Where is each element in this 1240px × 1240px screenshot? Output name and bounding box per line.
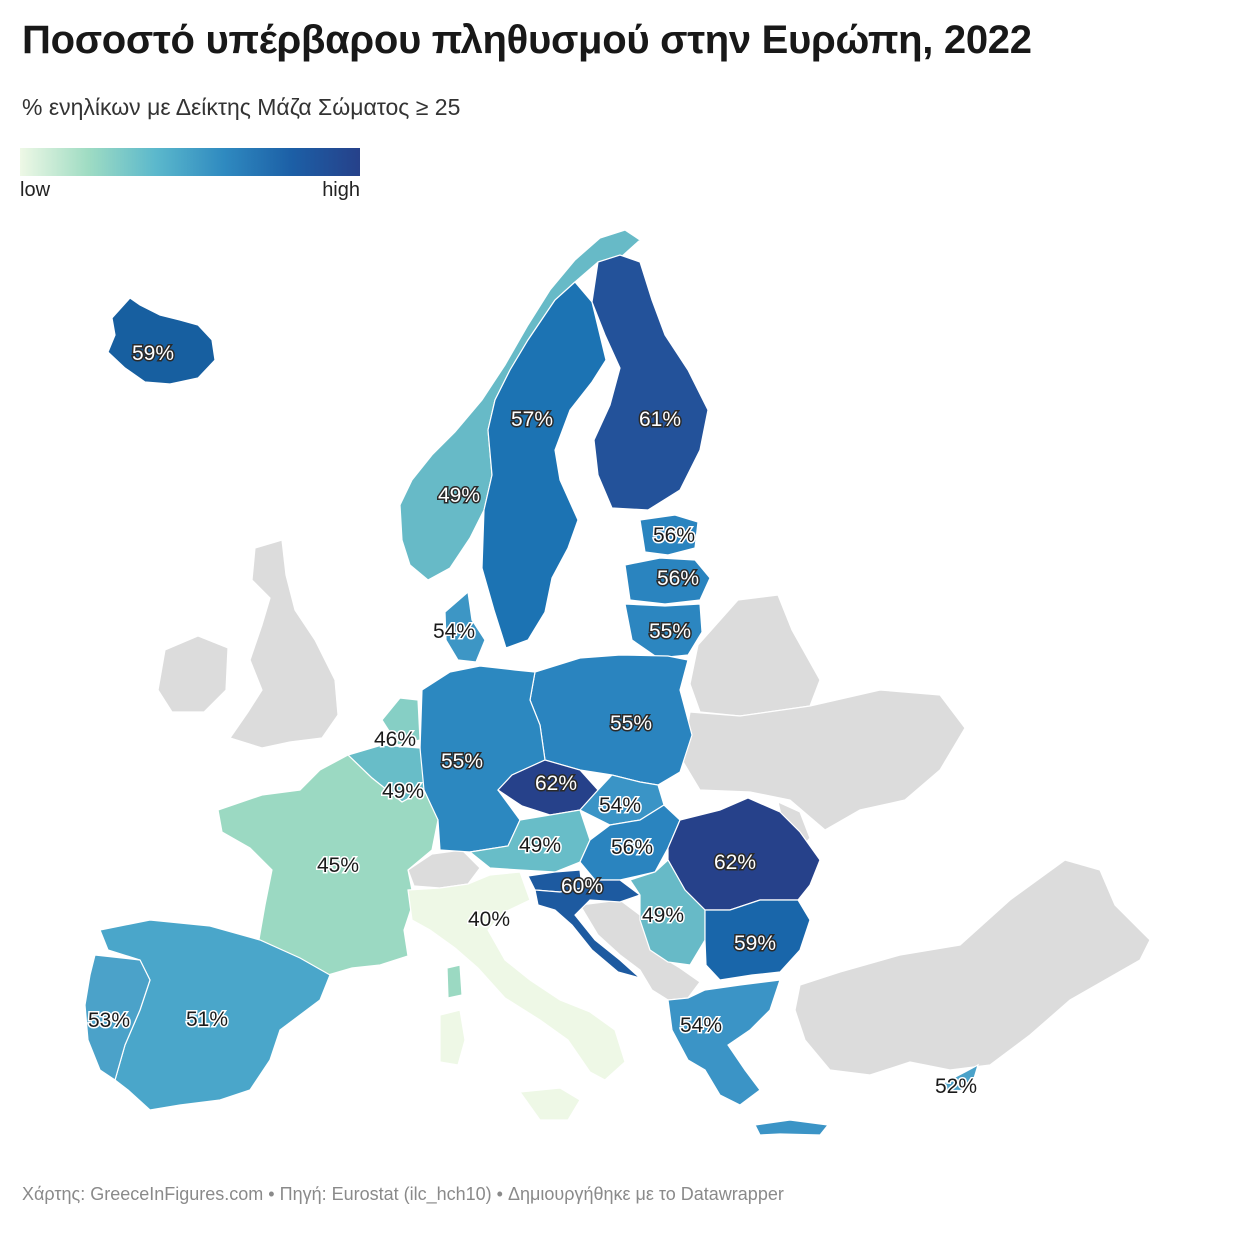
region-greece xyxy=(667,979,781,1106)
data-regions xyxy=(84,229,979,1136)
region-portugal xyxy=(84,954,151,1081)
label-latvia: 56% xyxy=(657,567,699,590)
label-lithuania: 55% xyxy=(649,620,691,643)
source-footer: Χάρτης: GreeceInFigures.com • Πηγή: Euro… xyxy=(22,1184,784,1204)
region-denmark xyxy=(444,590,486,663)
label-czechia: 62% xyxy=(535,772,577,795)
label-finland: 61% xyxy=(639,408,681,431)
label-netherlands: 46% xyxy=(374,728,416,751)
region-latvia xyxy=(624,557,711,605)
value-labels: 59% 49% 57% 61% 56% 56% 55% 54% 55% 55% … xyxy=(86,341,978,1100)
region-croatia xyxy=(534,879,642,979)
label-iceland: 59% xyxy=(132,342,174,365)
legend-low-label: low xyxy=(20,179,51,201)
region-ukraine xyxy=(681,689,966,831)
label-slovenia-croatia: 60% xyxy=(561,875,603,898)
region-uk xyxy=(229,539,339,749)
region-belarus xyxy=(689,594,821,717)
label-italy: 40% xyxy=(468,908,510,931)
region-iceland xyxy=(107,297,216,385)
label-greece: 54% xyxy=(680,1014,722,1037)
region-italy xyxy=(407,871,626,1081)
europe-map: 59% 49% 57% 61% 56% 56% 55% 54% 55% 55% … xyxy=(84,229,1151,1136)
label-estonia: 56% xyxy=(653,524,695,547)
region-norway xyxy=(399,229,641,581)
region-sicily xyxy=(518,1087,581,1121)
region-netherlands xyxy=(381,697,421,746)
map-subtitle: % ενηλίκων με Δείκτης Μάζα Σώματος ≥ 25 xyxy=(22,94,461,120)
region-estonia xyxy=(639,514,699,556)
region-finland xyxy=(591,254,709,511)
legend-high-label: high xyxy=(322,179,360,201)
label-belgium: 49% xyxy=(382,780,424,803)
region-lithuania xyxy=(624,603,703,659)
label-denmark: 54% xyxy=(433,620,475,643)
label-spain: 51% xyxy=(186,1008,228,1031)
region-crete xyxy=(754,1119,830,1136)
label-france: 45% xyxy=(317,854,359,877)
legend-gradient-bar xyxy=(20,148,360,176)
region-ireland xyxy=(157,635,229,713)
label-norway: 49% xyxy=(438,484,480,507)
label-cyprus: 52% xyxy=(935,1075,977,1098)
region-sardinia xyxy=(439,1009,466,1066)
color-legend: low high xyxy=(20,148,360,202)
map-title: Ποσοστό υπέρβαρου πληθυσμού στην Ευρώπη,… xyxy=(22,18,1032,62)
label-hungary: 56% xyxy=(611,836,653,859)
region-switzerland xyxy=(407,849,481,889)
region-corsica xyxy=(446,964,463,999)
label-sweden: 57% xyxy=(511,408,553,431)
label-bulgaria: 59% xyxy=(734,932,776,955)
region-sweden xyxy=(481,281,607,649)
label-poland: 55% xyxy=(610,712,652,735)
region-cyprus xyxy=(938,1063,979,1096)
label-romania: 62% xyxy=(714,851,756,874)
label-portugal: 53% xyxy=(88,1009,130,1032)
region-turkey xyxy=(794,859,1151,1076)
no-data-regions xyxy=(157,539,1151,1076)
label-serbia: 49% xyxy=(642,904,684,927)
region-serbia xyxy=(629,859,706,966)
label-germany: 55% xyxy=(441,750,483,773)
label-austria: 49% xyxy=(519,834,561,857)
label-slovakia: 54% xyxy=(599,794,641,817)
region-france xyxy=(217,754,439,976)
region-bulgaria xyxy=(704,899,811,981)
